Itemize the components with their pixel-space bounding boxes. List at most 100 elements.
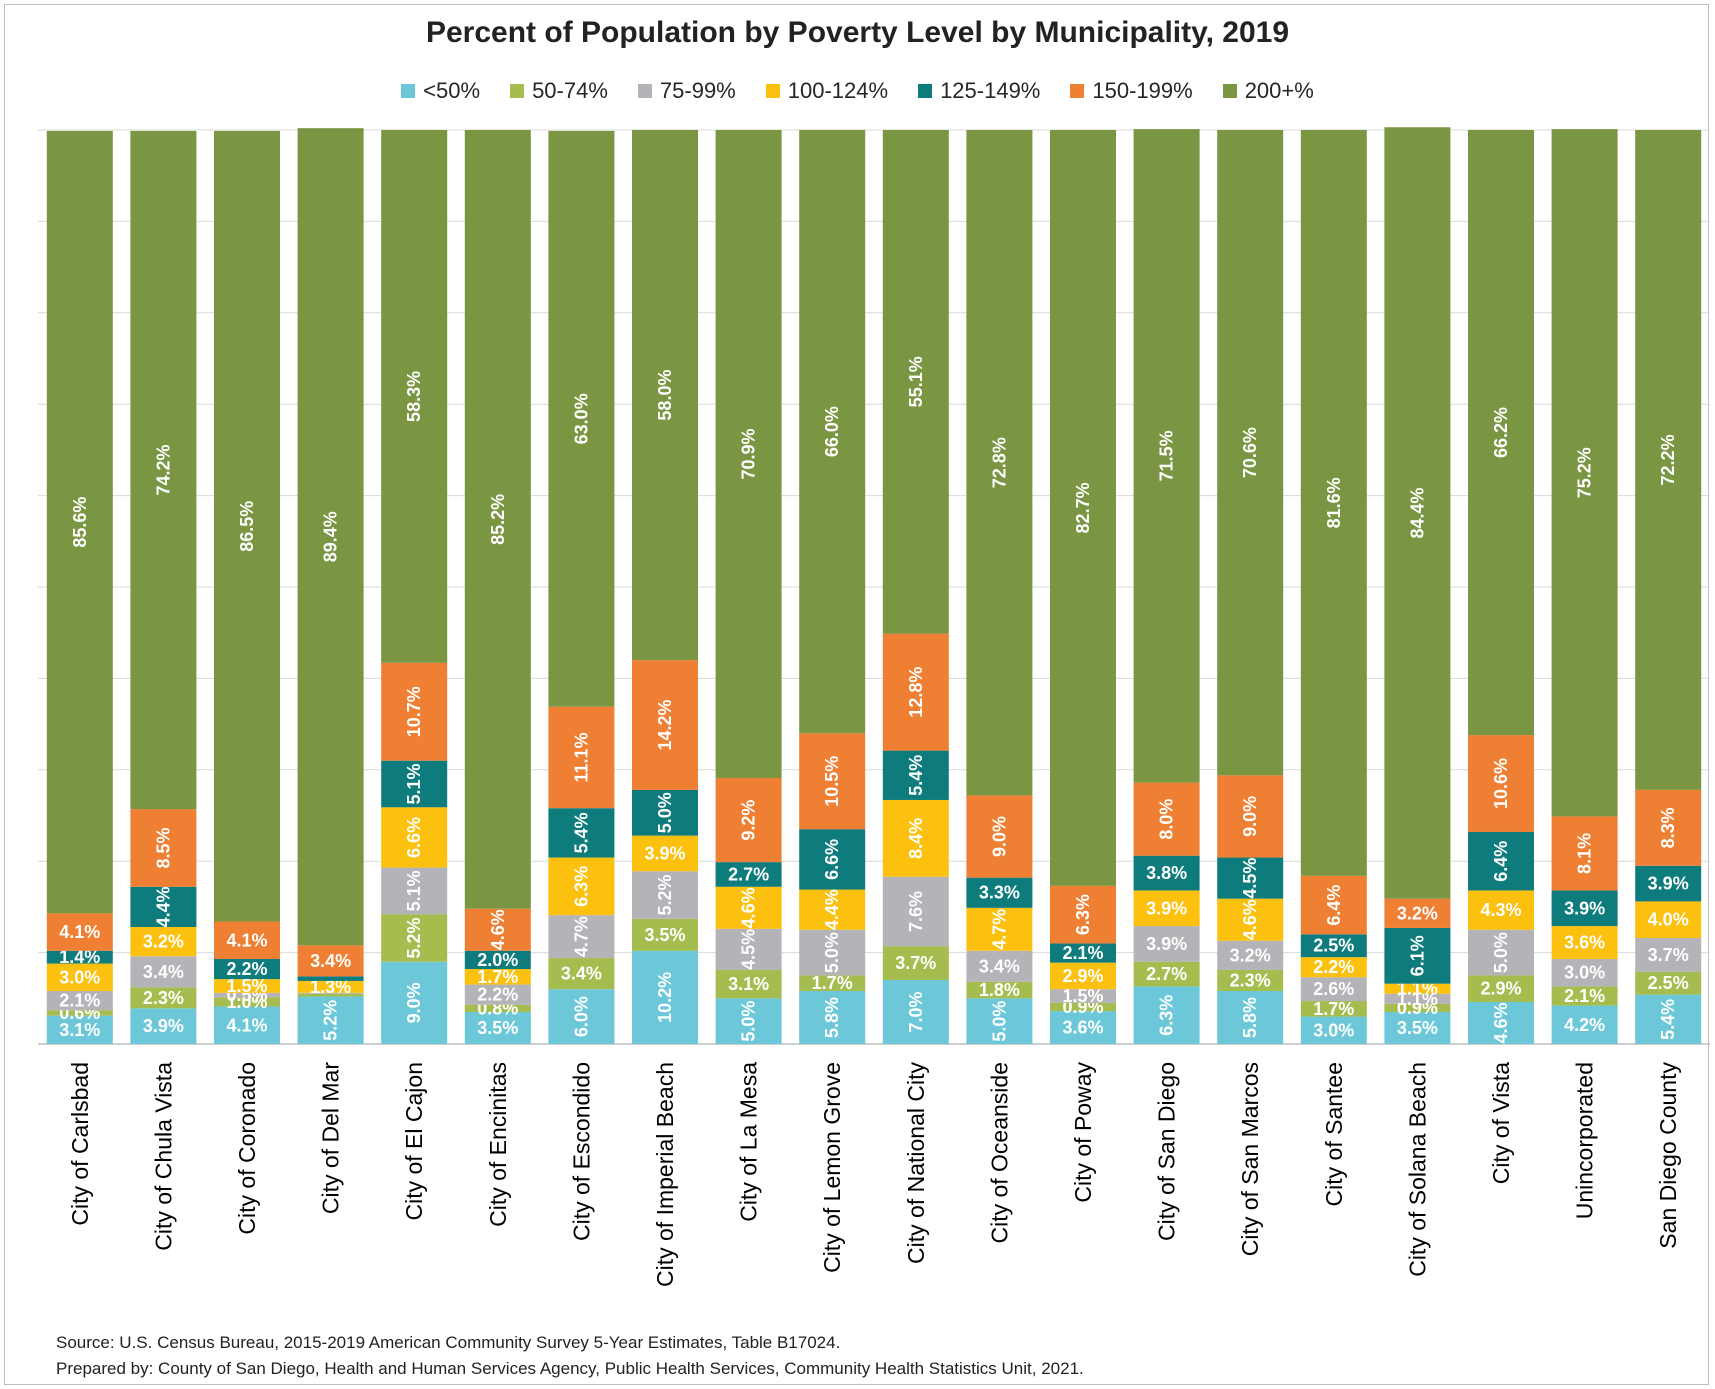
bar-segment — [882, 980, 949, 1044]
data-label: 6.3% — [571, 866, 591, 907]
bar-segment — [214, 1006, 280, 1044]
legend-swatch — [510, 84, 525, 98]
data-label: 1.8% — [979, 980, 1020, 1000]
data-label: 3.0% — [1564, 963, 1605, 983]
data-label: 5.4% — [571, 812, 591, 853]
data-label: 3.2% — [1397, 903, 1438, 923]
bar-segment — [1384, 127, 1451, 899]
data-label: 3.0% — [59, 967, 100, 987]
data-label: 71.5% — [1157, 430, 1177, 481]
data-label: 3.4% — [143, 962, 184, 982]
bar-segment — [1050, 885, 1116, 944]
bar-segment — [632, 789, 698, 836]
bar-segment — [1217, 990, 1284, 1044]
bar-segment — [1050, 130, 1116, 886]
data-label: 3.4% — [310, 951, 351, 971]
data-label: 4.6% — [1240, 899, 1260, 940]
data-label: 74.2% — [153, 444, 173, 495]
bar-segment — [130, 927, 197, 957]
data-label: 4.1% — [59, 922, 100, 942]
bar-segment — [381, 760, 448, 808]
bar-segment — [548, 915, 615, 959]
data-label: 2.7% — [728, 864, 769, 884]
legend-label: 125-149% — [940, 78, 1041, 103]
bar-segment — [1050, 962, 1116, 990]
data-label: 6.3% — [1073, 894, 1093, 935]
legend-item: 200+% — [1222, 78, 1314, 104]
bar-segment — [548, 706, 615, 809]
x-tick-label: City of Oceanside — [986, 1062, 1012, 1244]
bar-segment — [46, 1010, 113, 1016]
data-label: 70.6% — [1240, 427, 1260, 478]
bar-segment — [1133, 961, 1200, 987]
bar-segment — [632, 871, 698, 919]
data-label: 2.9% — [1480, 979, 1521, 999]
data-label: 84.4% — [1407, 487, 1427, 538]
data-label: 5.8% — [1240, 997, 1260, 1038]
bar-segment — [214, 997, 280, 1007]
data-label: 3.4% — [979, 956, 1020, 976]
x-tick-label: City of Carlsbad — [67, 1062, 93, 1226]
bar-segment — [464, 908, 531, 951]
bar-segment — [1133, 782, 1200, 856]
legend-swatch — [918, 84, 933, 98]
bar-segment — [130, 886, 197, 928]
bar-segment — [632, 835, 698, 872]
data-label: 3.9% — [1648, 874, 1689, 894]
bar-segment — [1300, 1001, 1367, 1017]
bar-segment — [882, 633, 949, 751]
data-label: 75.2% — [1575, 447, 1595, 498]
bar-segment — [1050, 1002, 1116, 1012]
data-label: 3.7% — [895, 953, 936, 973]
data-label: 55.1% — [906, 356, 926, 407]
bar-segment — [1468, 130, 1534, 736]
bar-segment — [548, 130, 615, 707]
data-label: 4.4% — [153, 886, 173, 927]
x-tick-label: City of Del Mar — [318, 1062, 344, 1214]
bar-segment — [1050, 1011, 1116, 1044]
bar-segment — [297, 993, 364, 997]
chart-legend: <50% 50-74% 75-99% 100-124% 125-149% 150-199%… — [0, 78, 1715, 104]
bar-segment — [46, 963, 113, 991]
data-label: 10.2% — [655, 972, 675, 1023]
data-label: 6.6% — [404, 817, 424, 858]
source-note: Source: U.S. Census Bureau, 2015-2019 Am… — [56, 1333, 841, 1352]
bar-segment — [715, 998, 782, 1044]
legend-label: 50-74% — [532, 78, 608, 103]
bar-segment — [799, 130, 866, 734]
data-label: 9.0% — [1240, 796, 1260, 837]
bar-segment — [214, 992, 280, 998]
bar-segment — [46, 913, 113, 951]
x-tick-label: City of Imperial Beach — [652, 1062, 678, 1287]
data-label: 3.9% — [1146, 898, 1187, 918]
data-label: 3.5% — [1397, 1018, 1438, 1038]
data-label: 8.3% — [1658, 807, 1678, 848]
data-label: 9.0% — [404, 982, 424, 1023]
bar-segment — [1133, 890, 1200, 927]
bar-segment — [130, 809, 197, 887]
data-label: 14.2% — [655, 699, 675, 750]
bar-segment — [297, 128, 364, 946]
bar-segment — [464, 969, 531, 985]
bar-segment — [1635, 901, 1702, 938]
bar-segment — [715, 886, 782, 929]
bar-segment — [46, 950, 113, 964]
data-label: 4.7% — [989, 909, 1009, 950]
data-label: 2.1% — [1564, 986, 1605, 1006]
bar-segment — [46, 130, 113, 914]
bar-segment — [1384, 898, 1451, 928]
data-label: 66.0% — [822, 406, 842, 457]
bar-segment — [548, 857, 615, 916]
bar-segment — [882, 799, 949, 877]
data-label: 4.7% — [571, 916, 591, 957]
data-label: 66.2% — [1491, 407, 1511, 458]
data-label: 5.0% — [1491, 932, 1511, 973]
x-tick-label: City of Coronado — [234, 1062, 260, 1235]
data-label: 58.0% — [655, 370, 675, 421]
legend-item: 100-124% — [765, 78, 888, 104]
data-label: 70.9% — [739, 428, 759, 479]
data-label: 5.0% — [655, 792, 675, 833]
data-label: 2.2% — [1313, 957, 1354, 977]
bar-segment — [966, 950, 1033, 982]
data-label: 2.5% — [1313, 936, 1354, 956]
